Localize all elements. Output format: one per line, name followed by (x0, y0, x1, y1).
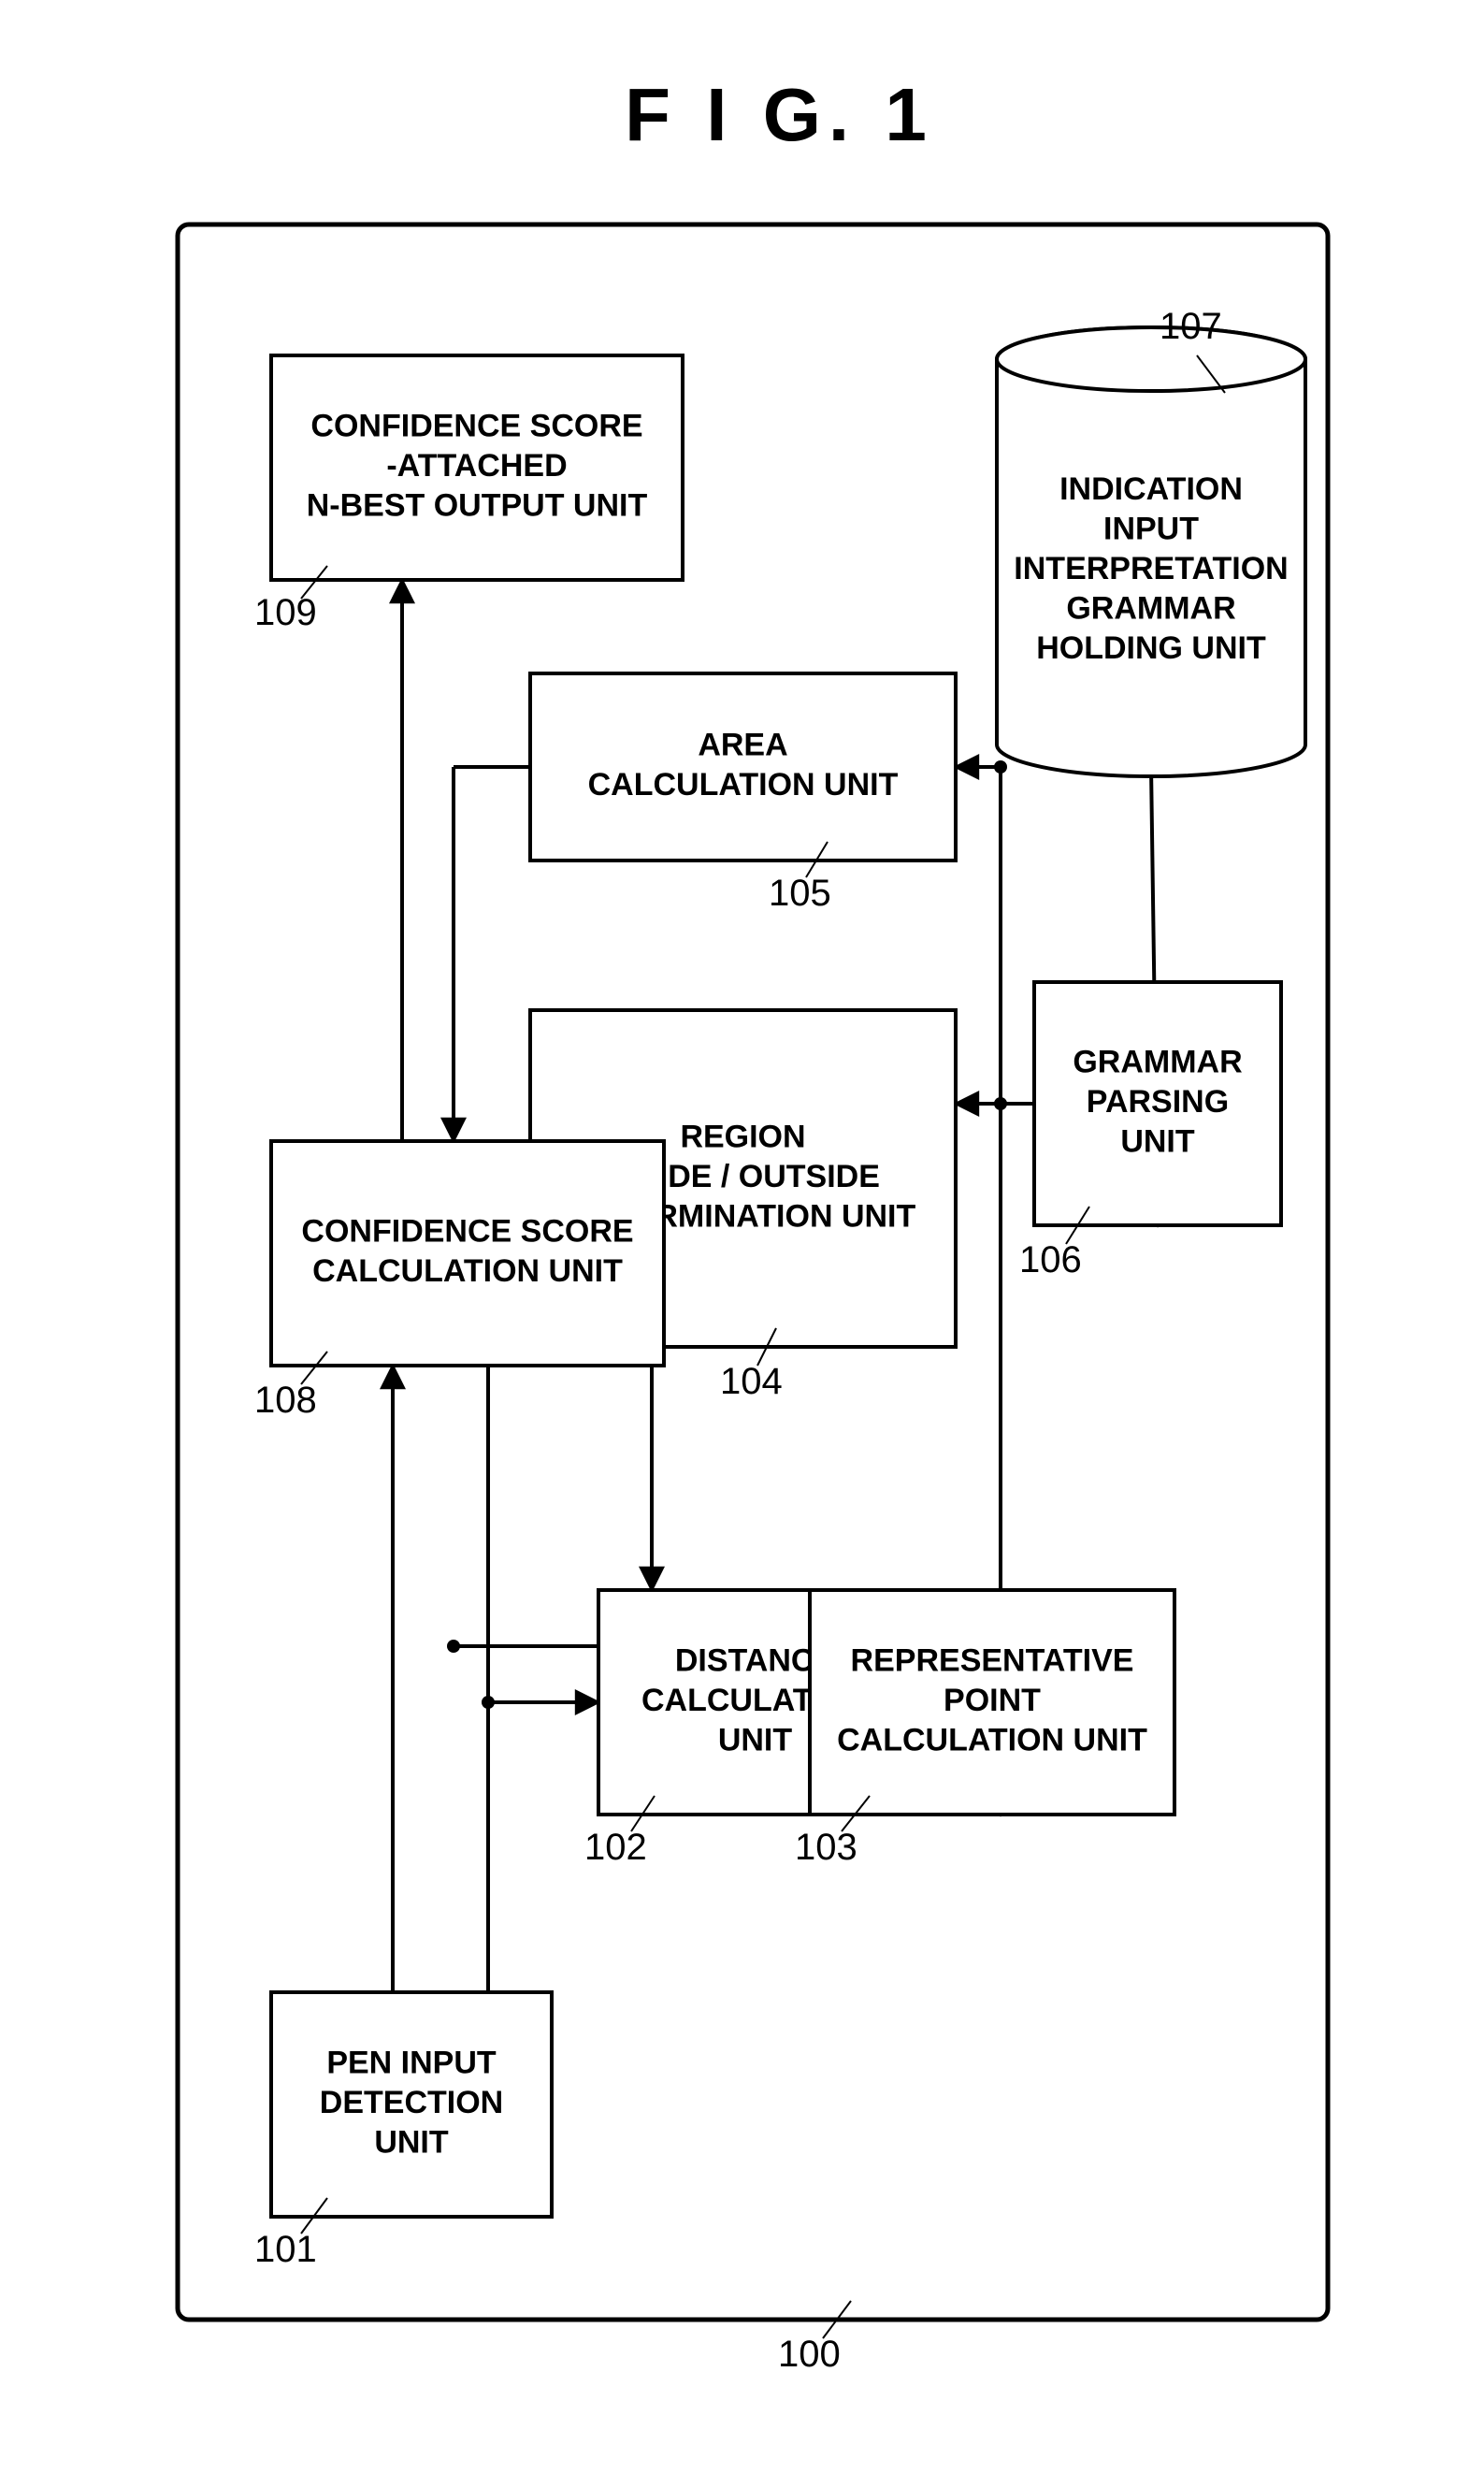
block-103-line-0: REPRESENTATIVE (851, 1642, 1134, 1678)
block-108: CONFIDENCE SCORECALCULATION UNIT (271, 1141, 664, 1366)
ref-label-107: 107 (1160, 306, 1222, 347)
block-101-line-0: PEN INPUT (326, 2045, 497, 2080)
block-109-line-0: CONFIDENCE SCORE (310, 408, 642, 443)
block-109-line-1: -ATTACHED (386, 448, 567, 484)
figure-root: F I G. 1PEN INPUTDETECTIONUNITDISTANCECA… (0, 0, 1484, 2473)
block-103-line-2: CALCULATION UNIT (837, 1722, 1147, 1757)
ref-label-103: 103 (795, 1827, 857, 1868)
block-106-line-1: PARSING (1087, 1084, 1229, 1120)
ref-label-105: 105 (769, 873, 831, 914)
ref-label-108: 108 (254, 1380, 317, 1421)
ref-label-101: 101 (254, 2229, 317, 2270)
block-101-line-2: UNIT (374, 2124, 449, 2160)
block-105: AREA CALCULATION UNIT (530, 673, 956, 860)
ref-label-102: 102 (584, 1827, 647, 1868)
block-101-line-1: DETECTION (320, 2085, 503, 2120)
block-106: GRAMMAR PARSINGUNIT (1034, 982, 1281, 1225)
junction-dot (994, 760, 1007, 774)
ref-label-104: 104 (720, 1361, 783, 1402)
junction-dot (482, 1696, 495, 1709)
block-103: REPRESENTATIVE POINT CALCULATION UNIT (810, 1590, 1174, 1815)
ref-label-106: 106 (1019, 1239, 1082, 1280)
block-101: PEN INPUT DETECTION UNIT (271, 1992, 552, 2217)
ref-label-100: 100 (778, 2334, 841, 2375)
block-109-line-2: N-BEST OUTPUT UNIT (307, 487, 648, 523)
block-109: CONFIDENCE SCORE -ATTACHEDN-BEST OUTPUT U… (271, 355, 683, 580)
block-106-line-2: UNIT (1120, 1123, 1195, 1159)
block-102-line-2: UNIT (718, 1722, 793, 1757)
connector (956, 767, 1001, 1104)
junction-dot (447, 1640, 460, 1653)
block-105-line-0: AREA (698, 728, 787, 763)
ref-label-109: 109 (254, 592, 317, 633)
figure-title: F I G. 1 (625, 73, 934, 156)
block-107-line-2: INTERPRETATION (1014, 551, 1288, 586)
block-108-line-1: CALCULATION UNIT (312, 1253, 623, 1289)
block-107-line-1: INPUT (1103, 511, 1199, 546)
block-108-line-0: CONFIDENCE SCORE (301, 1214, 633, 1250)
block-103-line-1: POINT (944, 1683, 1041, 1718)
block-107-line-3: GRAMMAR (1066, 590, 1235, 626)
block-104-line-0: REGION (680, 1119, 805, 1154)
block-105-line-1: CALCULATION UNIT (588, 767, 899, 803)
block-106-line-0: GRAMMAR (1073, 1044, 1242, 1079)
junction-dot (994, 1097, 1007, 1110)
block-107-line-4: HOLDING UNIT (1036, 630, 1266, 666)
block-107: INDICATION INPUT INTERPRETATION GRAMMAR HOLD… (997, 327, 1305, 776)
block-107-line-0: INDICATION (1059, 471, 1243, 507)
